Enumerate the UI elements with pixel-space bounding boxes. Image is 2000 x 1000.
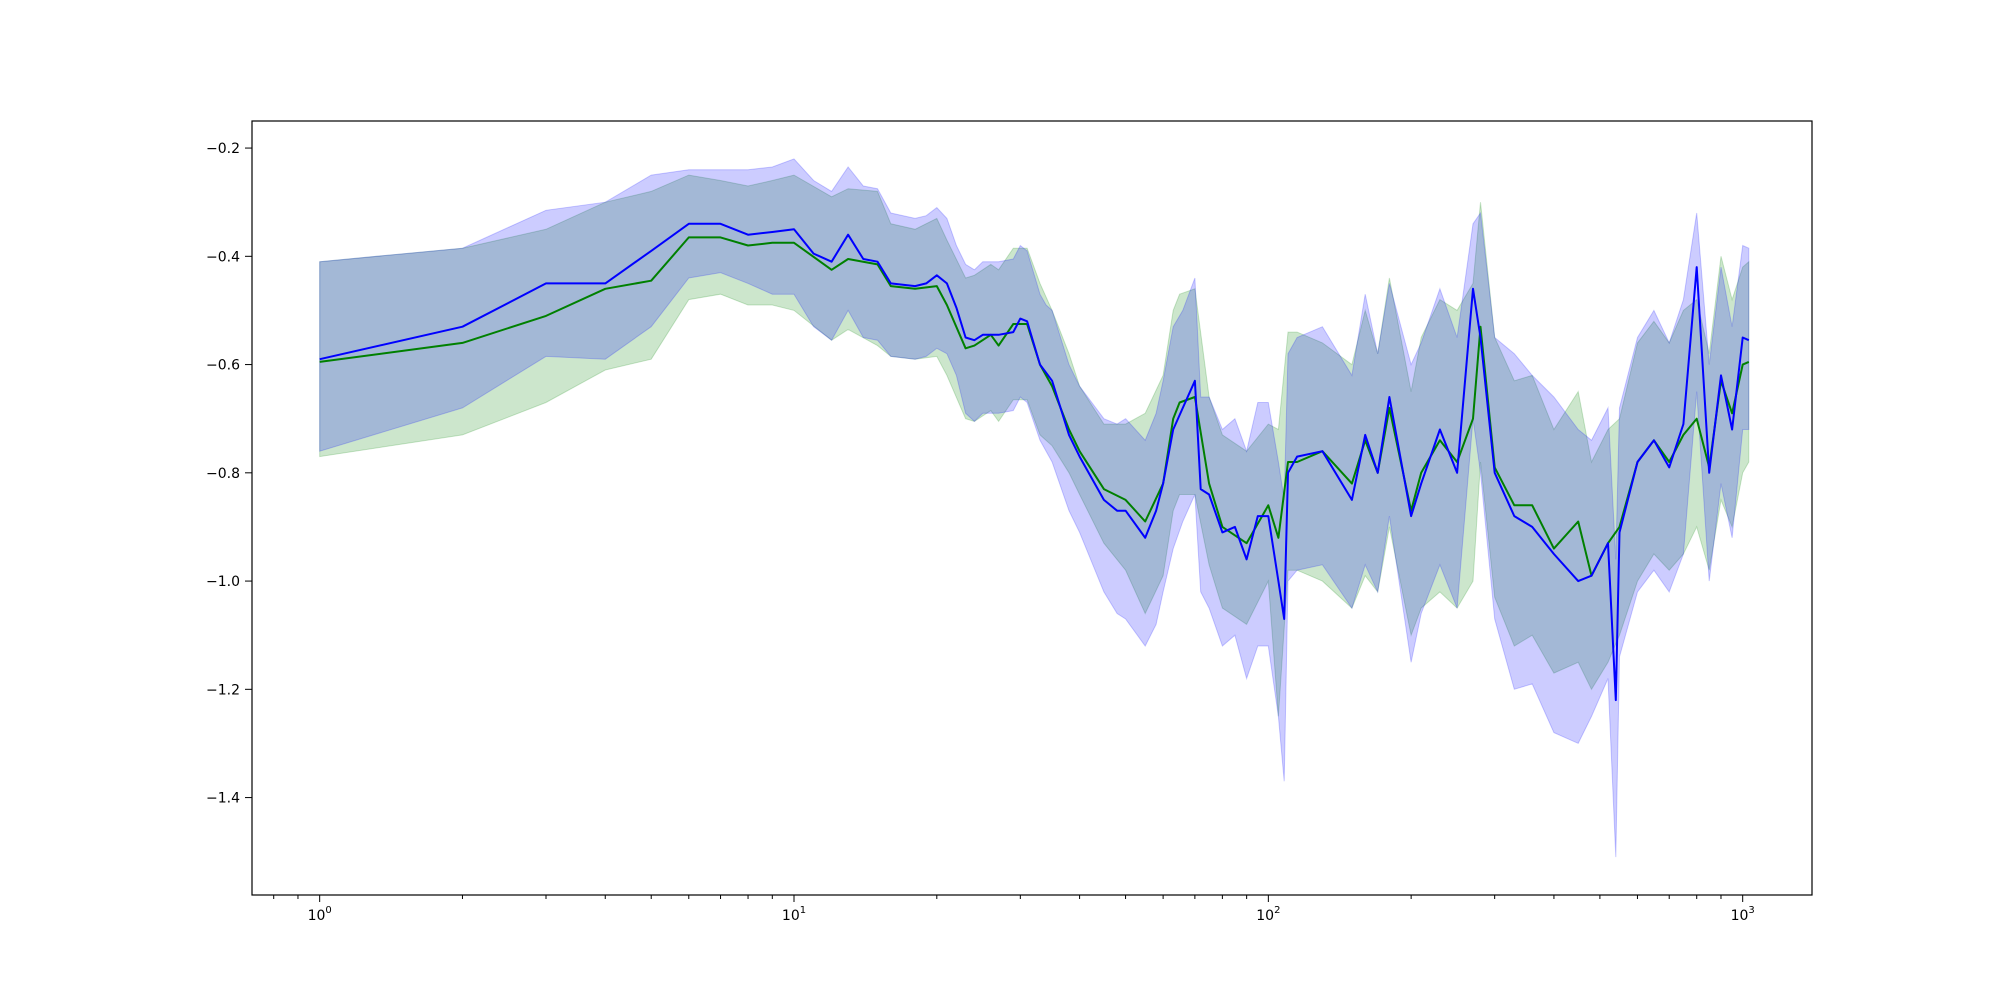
y-tick-label: −0.4 [206, 249, 240, 265]
y-tick-label: −0.8 [206, 466, 240, 482]
y-tick-label: −1.2 [206, 682, 240, 698]
line-series-2 [319, 222, 1750, 702]
axes-frame [251, 120, 1813, 896]
band-series-1 [319, 174, 1750, 717]
y-tick-label: −0.2 [206, 141, 240, 157]
y-tick-label: −1.0 [206, 574, 240, 590]
y-tick-label: −1.4 [206, 791, 240, 807]
confidence-bands [319, 158, 1750, 858]
x-tick-label: 100 [308, 905, 332, 924]
band-series-2 [319, 158, 1750, 858]
x-axis: 100 101 102 103 [273, 895, 1755, 924]
y-axis: −0.2 −0.4 −0.6 −0.8 −1.0 −1.2 −1.4 [206, 141, 252, 807]
x-tick-label: 101 [782, 905, 806, 924]
x-tick-label: 102 [1256, 905, 1280, 924]
y-tick-label: −0.6 [206, 358, 240, 374]
x-tick-label: 103 [1731, 905, 1755, 924]
series-lines [319, 222, 1750, 702]
